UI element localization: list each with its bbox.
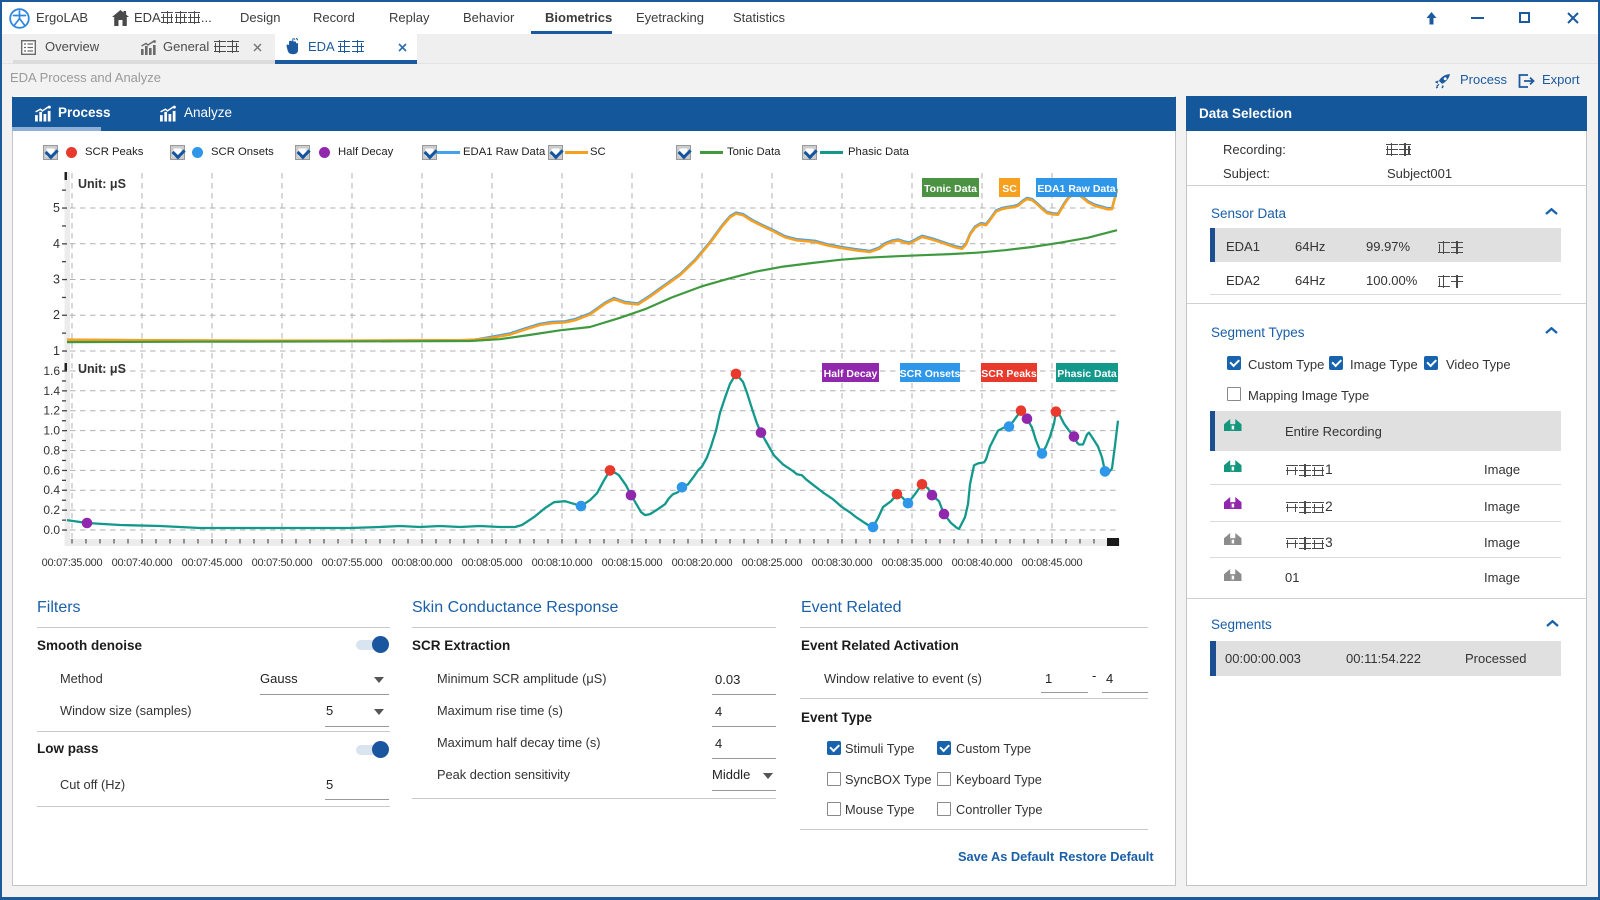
svg-text:4: 4 bbox=[53, 237, 60, 251]
svg-text:Unit: μS: Unit: μS bbox=[78, 362, 126, 376]
svg-text:00:08:05.000: 00:08:05.000 bbox=[462, 557, 523, 569]
svg-text:0.0: 0.0 bbox=[43, 523, 60, 537]
svg-text:00:08:00.000: 00:08:00.000 bbox=[392, 557, 453, 569]
svg-text:SCR Onsets: SCR Onsets bbox=[900, 368, 961, 380]
svg-text:00:07:45.000: 00:07:45.000 bbox=[182, 557, 243, 569]
svg-text:EDA1 Raw Data: EDA1 Raw Data bbox=[1037, 183, 1115, 195]
svg-text:00:08:35.000: 00:08:35.000 bbox=[882, 557, 943, 569]
svg-text:1.2: 1.2 bbox=[43, 404, 60, 418]
svg-text:0.8: 0.8 bbox=[43, 444, 60, 458]
svg-text:1: 1 bbox=[53, 344, 60, 358]
svg-text:0.2: 0.2 bbox=[43, 503, 60, 517]
svg-text:00:08:25.000: 00:08:25.000 bbox=[742, 557, 803, 569]
svg-text:00:07:35.000: 00:07:35.000 bbox=[42, 557, 103, 569]
svg-text:0.4: 0.4 bbox=[43, 483, 60, 497]
svg-text:Tonic Data: Tonic Data bbox=[924, 183, 977, 195]
svg-text:1.6: 1.6 bbox=[43, 364, 60, 378]
svg-text:1.4: 1.4 bbox=[43, 384, 60, 398]
svg-text:0.6: 0.6 bbox=[43, 463, 60, 477]
svg-text:00:08:30.000: 00:08:30.000 bbox=[812, 557, 873, 569]
svg-text:5: 5 bbox=[53, 201, 60, 215]
svg-text:00:08:10.000: 00:08:10.000 bbox=[532, 557, 593, 569]
svg-text:1.0: 1.0 bbox=[43, 424, 60, 438]
svg-text:00:08:40.000: 00:08:40.000 bbox=[952, 557, 1013, 569]
svg-text:2: 2 bbox=[53, 308, 60, 322]
svg-text:Half Decay: Half Decay bbox=[824, 368, 878, 380]
svg-text:00:07:40.000: 00:07:40.000 bbox=[112, 557, 173, 569]
svg-text:00:07:55.000: 00:07:55.000 bbox=[322, 557, 383, 569]
svg-text:Unit: μS: Unit: μS bbox=[78, 177, 126, 191]
svg-text:00:07:50.000: 00:07:50.000 bbox=[252, 557, 313, 569]
svg-text:00:08:15.000: 00:08:15.000 bbox=[602, 557, 663, 569]
svg-text:00:08:45.000: 00:08:45.000 bbox=[1022, 557, 1083, 569]
svg-text:00:08:20.000: 00:08:20.000 bbox=[672, 557, 733, 569]
svg-text:SCR Peaks: SCR Peaks bbox=[981, 368, 1037, 380]
svg-text:3: 3 bbox=[53, 273, 60, 287]
svg-text:Phasic Data: Phasic Data bbox=[1057, 368, 1117, 380]
svg-text:SC: SC bbox=[1002, 183, 1017, 195]
